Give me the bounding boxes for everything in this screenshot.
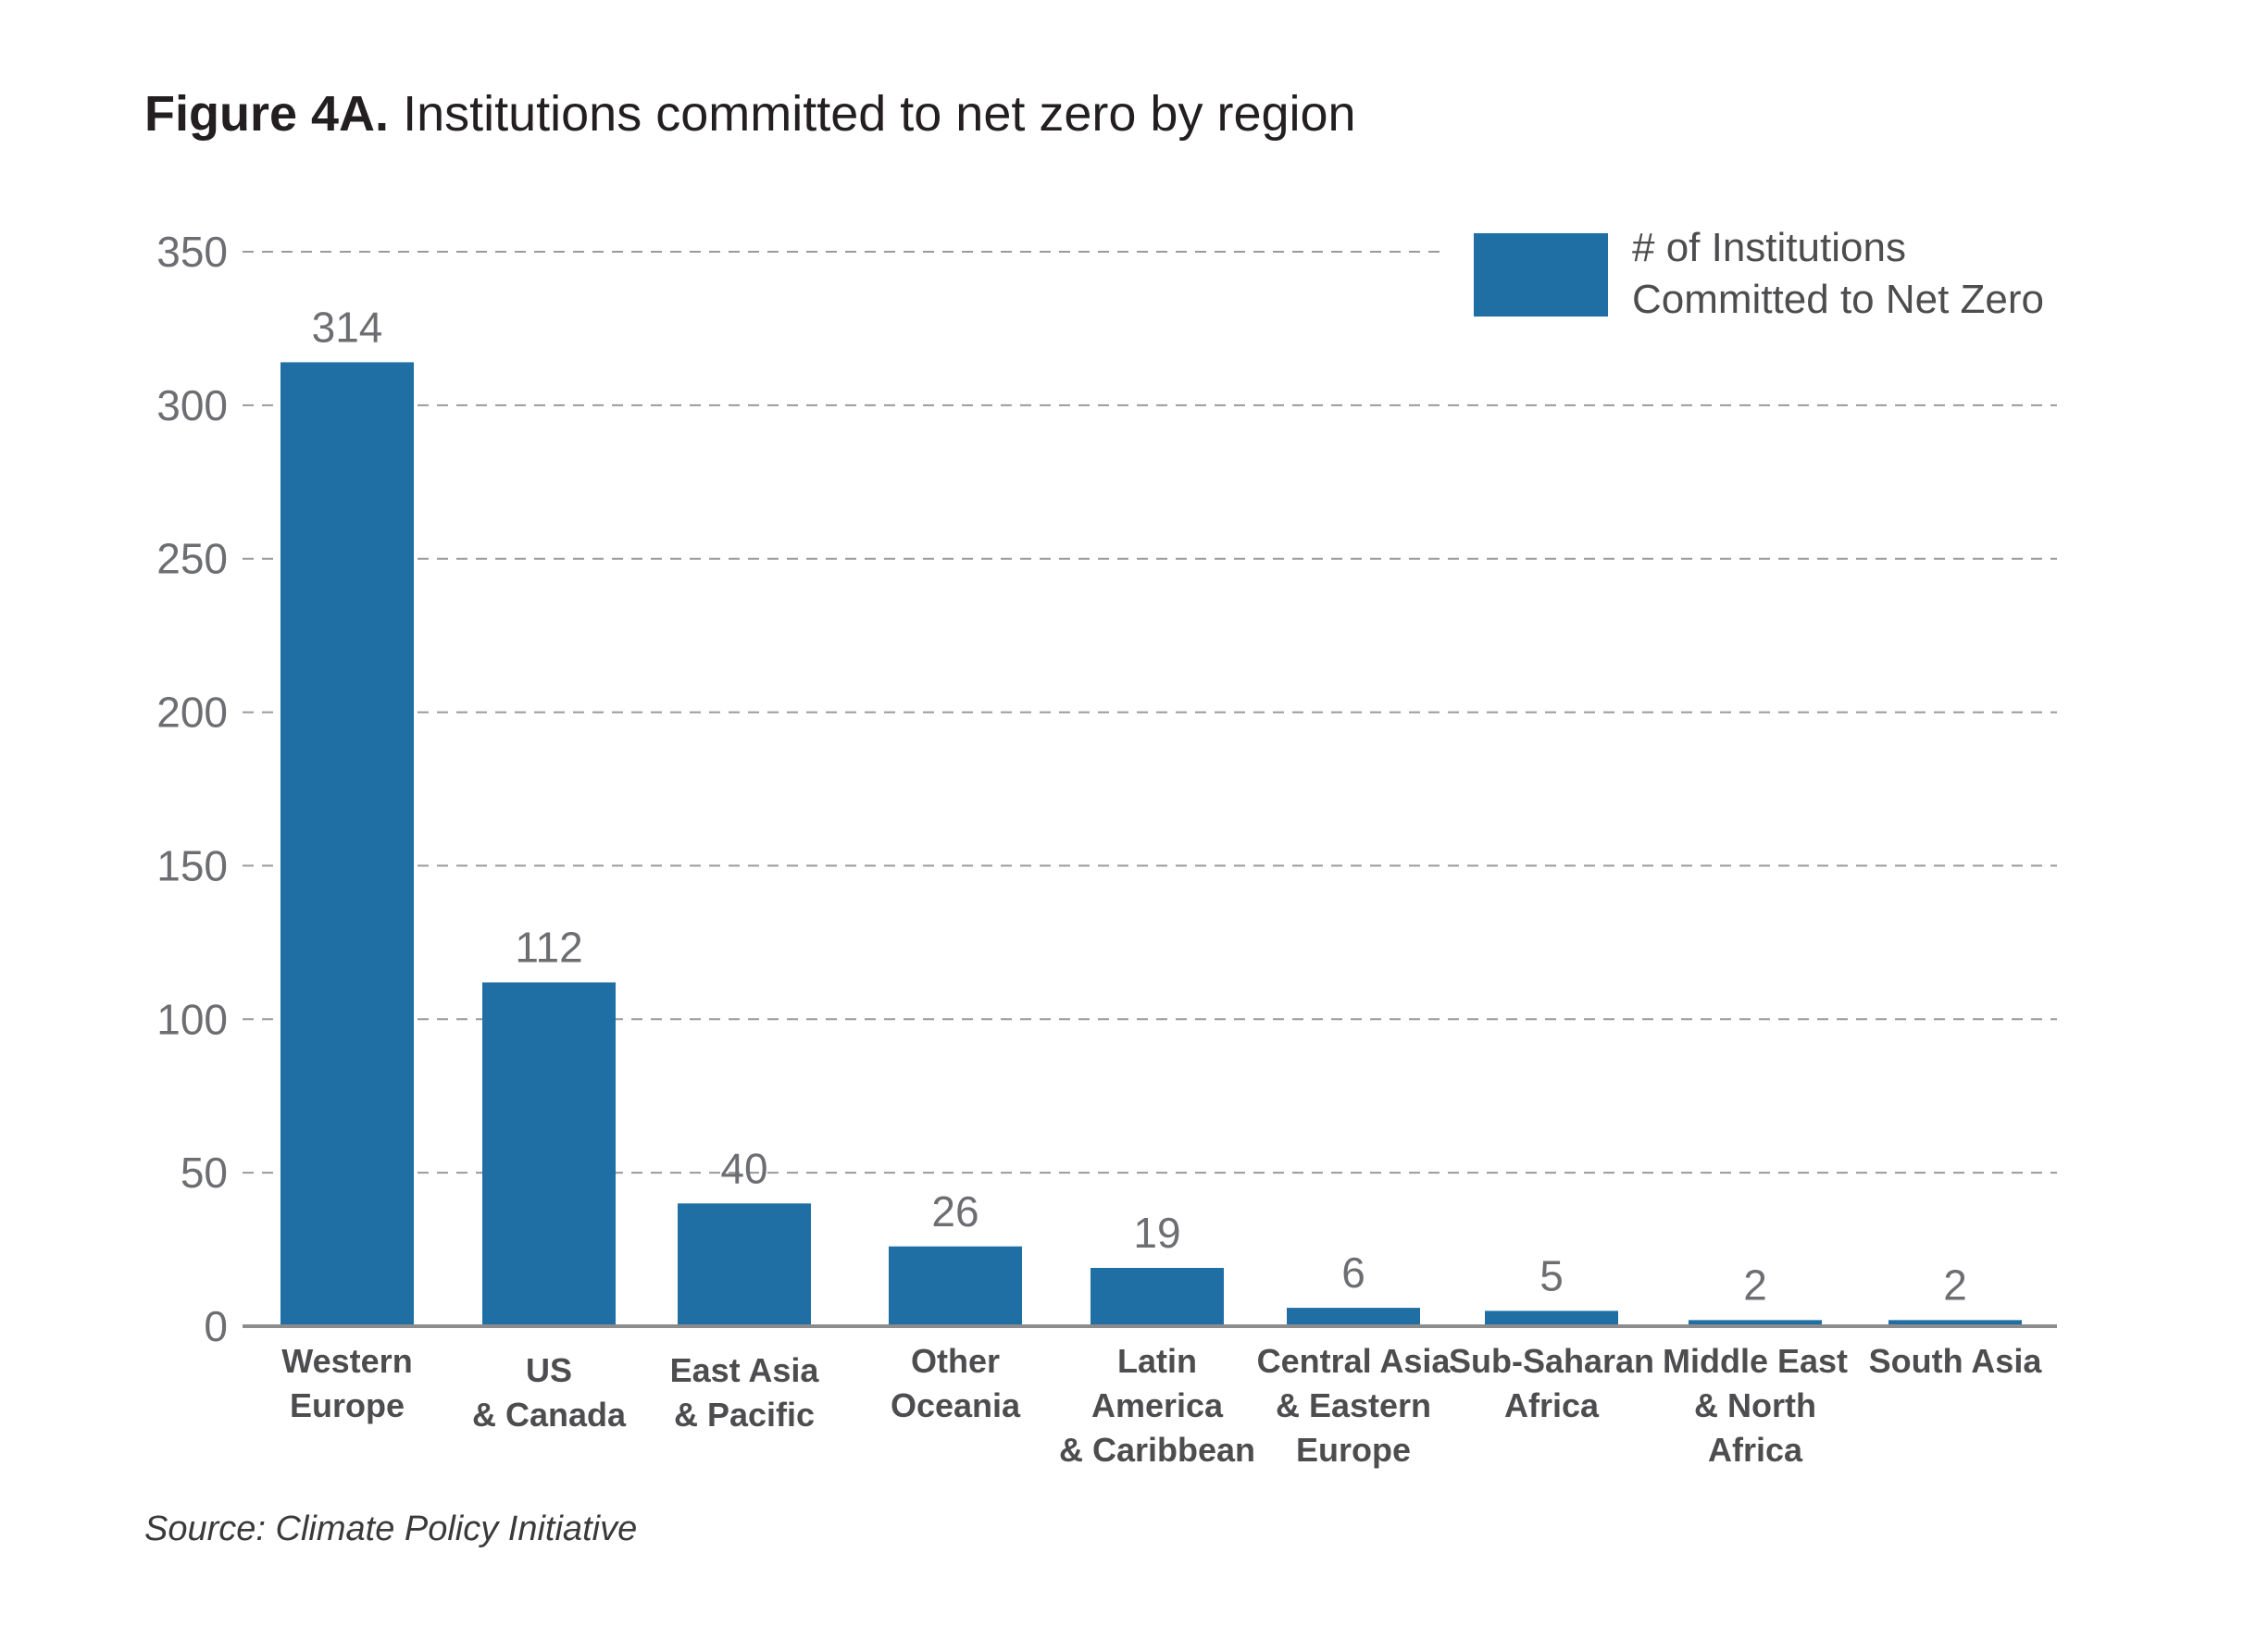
x-tick-label: Western Europe (281, 1342, 412, 1424)
legend-label: # of Institutions Committed to Net Zero (1632, 225, 2044, 322)
y-tick-label: 0 (204, 1302, 228, 1350)
bar (1091, 1267, 1224, 1326)
bar (678, 1203, 811, 1326)
y-tick-label: 50 (181, 1149, 228, 1197)
x-tick-label: East Asia & Pacific (670, 1351, 820, 1434)
value-labels: 314 112 40 26 19 6 5 2 2 (312, 303, 1967, 1309)
y-tick-label: 150 (156, 841, 228, 889)
bar (280, 362, 414, 1327)
legend: # of Institutions Committed to Net Zero (1474, 225, 2044, 322)
value-label: 314 (312, 303, 383, 351)
bar (1287, 1308, 1420, 1326)
y-tick-label: 100 (156, 995, 228, 1043)
x-tick-label: Sub-Saharan Africa (1449, 1342, 1654, 1424)
x-tick-label: South Asia (1869, 1342, 2043, 1380)
value-label: 2 (1943, 1261, 1967, 1309)
y-tick-label: 300 (156, 381, 228, 429)
figure-title-text: Institutions committed to net zero by re… (403, 86, 1356, 142)
value-label: 112 (515, 923, 582, 971)
y-tick-label: 200 (156, 689, 228, 737)
bar (482, 982, 616, 1326)
value-label: 6 (1341, 1248, 1365, 1297)
value-label: 2 (1743, 1261, 1767, 1309)
source-note: Source: Climate Policy Initiative (144, 1509, 638, 1548)
y-tick-label: 350 (156, 228, 228, 276)
value-label: 19 (1133, 1209, 1180, 1257)
y-axis-ticks: 0 50 100 150 200 250 300 350 (156, 228, 228, 1350)
x-axis-labels: Western Europe US & Canada East Asia & Pacifi… (281, 1342, 2042, 1469)
legend-swatch (1474, 233, 1608, 317)
bar (1485, 1310, 1618, 1326)
x-tick-label: Middle East & North Africa (1663, 1342, 1848, 1469)
value-label: 5 (1539, 1251, 1564, 1299)
value-label: 40 (720, 1144, 767, 1192)
x-tick-label: Central Asia & Eastern Europe (1257, 1342, 1452, 1469)
chart-title: Figure 4A. Institutions committed to net… (144, 81, 1356, 146)
figure-label: Figure 4A. (144, 86, 390, 142)
x-tick-label: Latin America & Caribbean (1059, 1342, 1255, 1469)
x-tick-label: US & Canada (472, 1351, 627, 1434)
bars (280, 362, 2022, 1327)
y-tick-label: 250 (156, 535, 228, 583)
bar (889, 1246, 1022, 1326)
bar (1689, 1320, 1822, 1326)
bar (1888, 1320, 2022, 1326)
value-label: 26 (931, 1187, 978, 1236)
x-tick-label: Other Oceania (891, 1342, 1021, 1424)
